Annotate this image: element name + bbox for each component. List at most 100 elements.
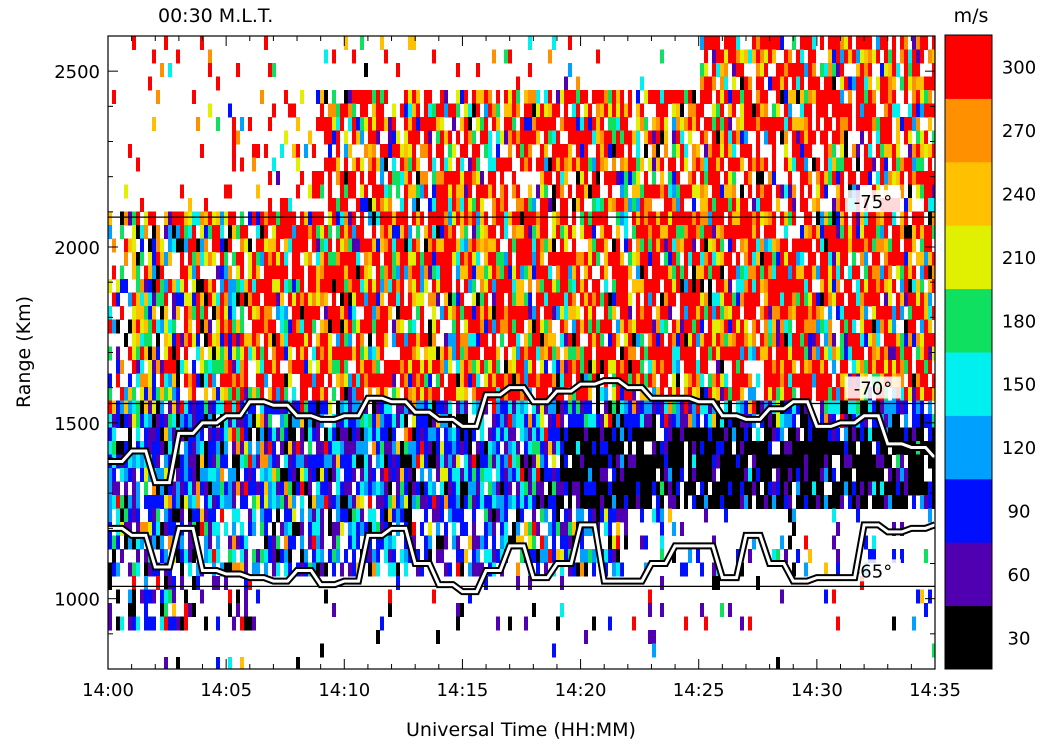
heatmap-cell bbox=[496, 306, 500, 320]
heatmap-cell bbox=[108, 427, 112, 442]
heatmap-cell bbox=[684, 414, 688, 428]
heatmap-cell bbox=[536, 562, 540, 577]
heatmap-cell bbox=[548, 292, 552, 307]
heatmap-cell bbox=[284, 495, 288, 509]
heatmap-cell bbox=[264, 522, 268, 536]
heatmap-cell bbox=[632, 157, 636, 172]
heatmap-cell bbox=[140, 468, 144, 482]
heatmap-cell bbox=[292, 481, 296, 496]
heatmap-cell bbox=[228, 292, 232, 307]
heatmap-cell bbox=[476, 333, 480, 347]
heatmap-cell bbox=[236, 225, 240, 239]
heatmap-cell bbox=[252, 306, 256, 320]
heatmap-cell bbox=[536, 522, 540, 536]
heatmap-cell bbox=[336, 508, 340, 523]
heatmap-cell bbox=[208, 508, 212, 523]
heatmap-cell bbox=[644, 198, 648, 212]
heatmap-cell bbox=[320, 522, 324, 536]
heatmap-cell bbox=[192, 549, 196, 563]
heatmap-cell bbox=[176, 292, 180, 307]
heatmap-cell bbox=[572, 468, 576, 482]
heatmap-cell bbox=[544, 495, 548, 509]
heatmap-cell bbox=[328, 252, 332, 266]
heatmap-cell bbox=[796, 481, 800, 496]
heatmap-cell bbox=[620, 468, 624, 482]
heatmap-cell bbox=[620, 400, 624, 415]
heatmap-cell bbox=[128, 387, 132, 401]
heatmap-cell bbox=[464, 225, 468, 239]
heatmap-cell bbox=[672, 117, 676, 131]
heatmap-cell bbox=[352, 292, 356, 307]
heatmap-cell bbox=[372, 130, 376, 145]
heatmap-cell bbox=[136, 549, 140, 563]
heatmap-cell bbox=[320, 117, 324, 131]
heatmap-cell bbox=[224, 184, 228, 199]
heatmap-cell bbox=[616, 103, 620, 118]
heatmap-cell bbox=[716, 117, 720, 131]
heatmap-cell bbox=[660, 414, 664, 428]
heatmap-cell bbox=[180, 292, 184, 307]
heatmap-cell bbox=[484, 360, 488, 374]
heatmap-cell bbox=[380, 103, 384, 118]
heatmap-cell bbox=[312, 306, 316, 320]
heatmap-cell bbox=[636, 495, 640, 509]
heatmap-cell bbox=[812, 36, 816, 50]
heatmap-cell bbox=[160, 265, 164, 280]
heatmap-cell bbox=[208, 495, 212, 509]
heatmap-cell bbox=[212, 454, 216, 469]
heatmap-cell bbox=[296, 252, 300, 266]
heatmap-cell bbox=[684, 360, 688, 374]
heatmap-cell bbox=[560, 144, 564, 158]
heatmap-cell bbox=[156, 535, 160, 550]
heatmap-cell bbox=[624, 481, 628, 496]
heatmap-cell bbox=[136, 427, 140, 442]
heatmap-cell bbox=[712, 495, 716, 509]
heatmap-cell bbox=[608, 522, 612, 536]
heatmap-cell bbox=[316, 306, 320, 320]
heatmap-cell bbox=[760, 279, 764, 293]
heatmap-cell bbox=[392, 252, 396, 266]
heatmap-cell bbox=[288, 211, 292, 226]
heatmap-cell bbox=[796, 292, 800, 307]
heatmap-cell bbox=[144, 576, 148, 590]
heatmap-cell bbox=[572, 481, 576, 496]
heatmap-cell bbox=[264, 454, 268, 469]
heatmap-cell bbox=[144, 495, 148, 509]
heatmap-cell bbox=[448, 184, 452, 199]
heatmap-cell bbox=[464, 117, 468, 131]
heatmap-cell bbox=[508, 306, 512, 320]
heatmap-cell bbox=[772, 481, 776, 496]
heatmap-cell bbox=[756, 468, 760, 482]
heatmap-cell bbox=[460, 346, 464, 361]
heatmap-cell bbox=[568, 481, 572, 496]
heatmap-cell bbox=[804, 90, 808, 104]
heatmap-cell bbox=[468, 171, 472, 185]
heatmap-cell bbox=[600, 319, 604, 334]
heatmap-cell bbox=[724, 252, 728, 266]
heatmap-cell bbox=[428, 90, 432, 104]
heatmap-cell bbox=[156, 319, 160, 334]
heatmap-cell bbox=[384, 495, 388, 509]
heatmap-cell bbox=[332, 427, 336, 442]
heatmap-cell bbox=[472, 238, 476, 253]
heatmap-cell bbox=[800, 184, 804, 199]
heatmap-cell bbox=[124, 238, 128, 253]
heatmap-cell bbox=[332, 562, 336, 577]
heatmap-cell bbox=[524, 468, 528, 482]
heatmap-cell bbox=[752, 333, 756, 347]
heatmap-cell bbox=[784, 90, 788, 104]
heatmap-cell bbox=[512, 238, 516, 253]
heatmap-cell bbox=[108, 603, 112, 617]
heatmap-cell bbox=[396, 292, 400, 307]
heatmap-cell bbox=[540, 333, 544, 347]
heatmap-cell bbox=[316, 225, 320, 239]
heatmap-cell bbox=[164, 319, 168, 334]
heatmap-cell bbox=[272, 292, 276, 307]
heatmap-cell bbox=[596, 495, 600, 509]
heatmap-cell bbox=[484, 333, 488, 347]
heatmap-cell bbox=[536, 387, 540, 401]
heatmap-cell bbox=[520, 346, 524, 361]
heatmap-cell bbox=[592, 360, 596, 374]
heatmap-cell bbox=[620, 171, 624, 185]
heatmap-cell bbox=[768, 319, 772, 334]
